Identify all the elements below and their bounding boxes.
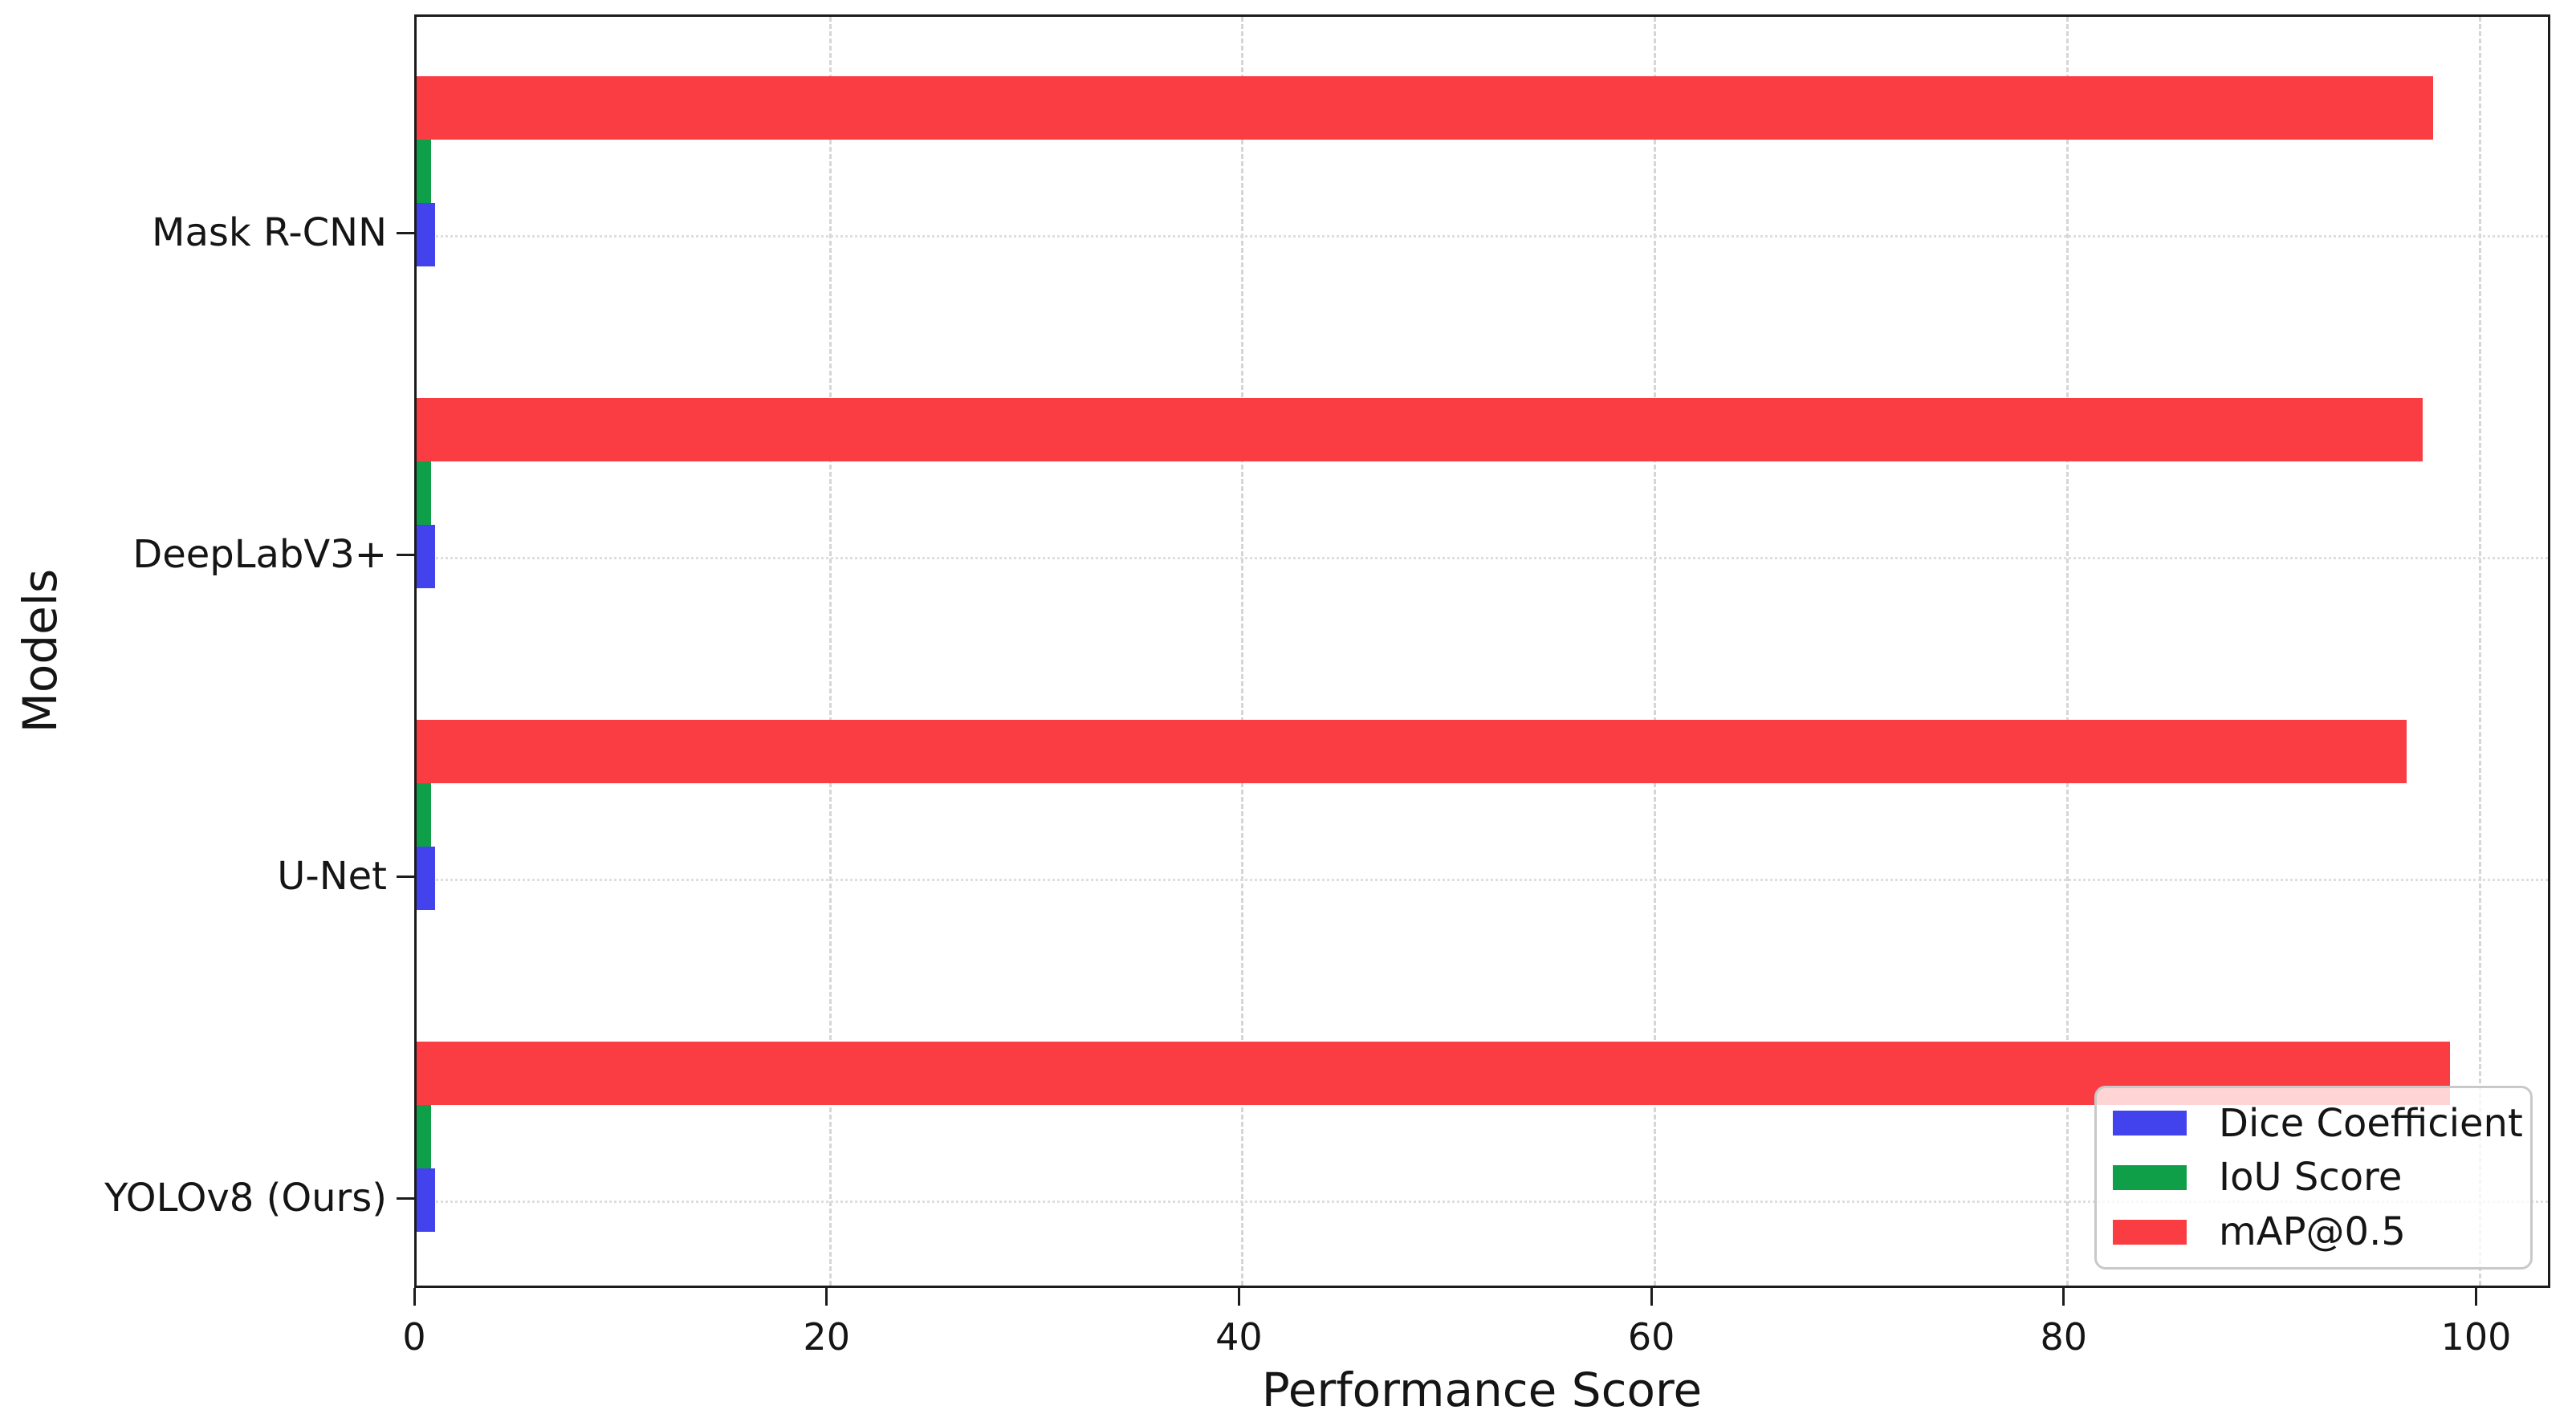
x-axis-label: Performance Score — [1261, 1363, 1703, 1417]
x-tick-label-40: 40 — [1215, 1315, 1263, 1359]
legend-item-iou-score: IoU Score — [2113, 1155, 2514, 1200]
x-tick-mark-60 — [1650, 1288, 1653, 1306]
bar-iou-score-deeplabv3 — [417, 461, 431, 525]
legend-item-dice-coefficient: Dice Coefficient — [2113, 1101, 2523, 1146]
legend-swatch-dice-coefficient — [2113, 1111, 2187, 1136]
y-tick-mark-yolov8-ours — [397, 1196, 414, 1200]
gridline-x-80 — [2065, 17, 2069, 1286]
x-tick-mark-0 — [413, 1288, 416, 1306]
gridline-x-100 — [2478, 17, 2481, 1286]
gridline-y-deeplabv3 — [417, 557, 2548, 559]
category-label-u-net: U-Net — [277, 854, 387, 899]
x-tick-mark-100 — [2475, 1288, 2478, 1306]
category-label-deeplabv3: DeepLabV3+ — [132, 532, 387, 577]
bar-iou-score-u-net — [417, 783, 431, 847]
x-tick-label-60: 60 — [1627, 1315, 1675, 1359]
legend: Dice Coefficient IoU Score mAP@0.5 — [2094, 1086, 2533, 1270]
bar-dice-coefficient-u-net — [417, 847, 435, 910]
x-tick-label-20: 20 — [803, 1315, 850, 1359]
x-tick-label-80: 80 — [2040, 1315, 2088, 1359]
x-tick-mark-40 — [1237, 1288, 1240, 1306]
gridline-x-20 — [828, 17, 832, 1286]
y-tick-mark-u-net — [397, 875, 414, 878]
bar-dice-coefficient-mask-r-cnn — [417, 203, 435, 266]
legend-label: mAP@0.5 — [2219, 1209, 2406, 1255]
bar-map-0-5-deeplabv3 — [417, 398, 2423, 461]
y-tick-mark-deeplabv3 — [397, 553, 414, 556]
plot-area: Dice Coefficient IoU Score mAP@0.5 — [414, 14, 2550, 1288]
gridline-x-60 — [1654, 17, 1657, 1286]
legend-swatch-map-0-5 — [2113, 1219, 2187, 1245]
x-tick-mark-80 — [2062, 1288, 2065, 1306]
bar-map-0-5-mask-r-cnn — [417, 76, 2433, 140]
gridline-y-yolov8-ours — [417, 1201, 2548, 1203]
gridline-y-mask-r-cnn — [417, 235, 2548, 238]
category-label-yolov8-ours: YOLOv8 (Ours) — [104, 1176, 387, 1221]
bar-iou-score-mask-r-cnn — [417, 140, 431, 203]
legend-swatch-iou-score — [2113, 1164, 2187, 1190]
gridline-y-u-net — [417, 879, 2548, 881]
legend-label: IoU Score — [2219, 1155, 2403, 1201]
x-tick-mark-20 — [825, 1288, 828, 1306]
legend-label: Dice Coefficient — [2219, 1100, 2523, 1146]
y-tick-mark-mask-r-cnn — [397, 231, 414, 234]
gridline-x-40 — [1241, 17, 1244, 1286]
legend-rows: Dice Coefficient IoU Score mAP@0.5 — [2113, 1096, 2523, 1259]
bar-dice-coefficient-deeplabv3 — [417, 525, 435, 588]
bar-iou-score-yolov8-ours — [417, 1105, 431, 1168]
category-label-mask-r-cnn: Mask R-CNN — [152, 210, 387, 255]
x-tick-label-100: 100 — [2440, 1315, 2512, 1359]
x-tick-label-0: 0 — [402, 1315, 426, 1359]
legend-item-map-0-5: mAP@0.5 — [2113, 1209, 2514, 1254]
bar-dice-coefficient-yolov8-ours — [417, 1168, 435, 1232]
bar-map-0-5-u-net — [417, 720, 2407, 783]
